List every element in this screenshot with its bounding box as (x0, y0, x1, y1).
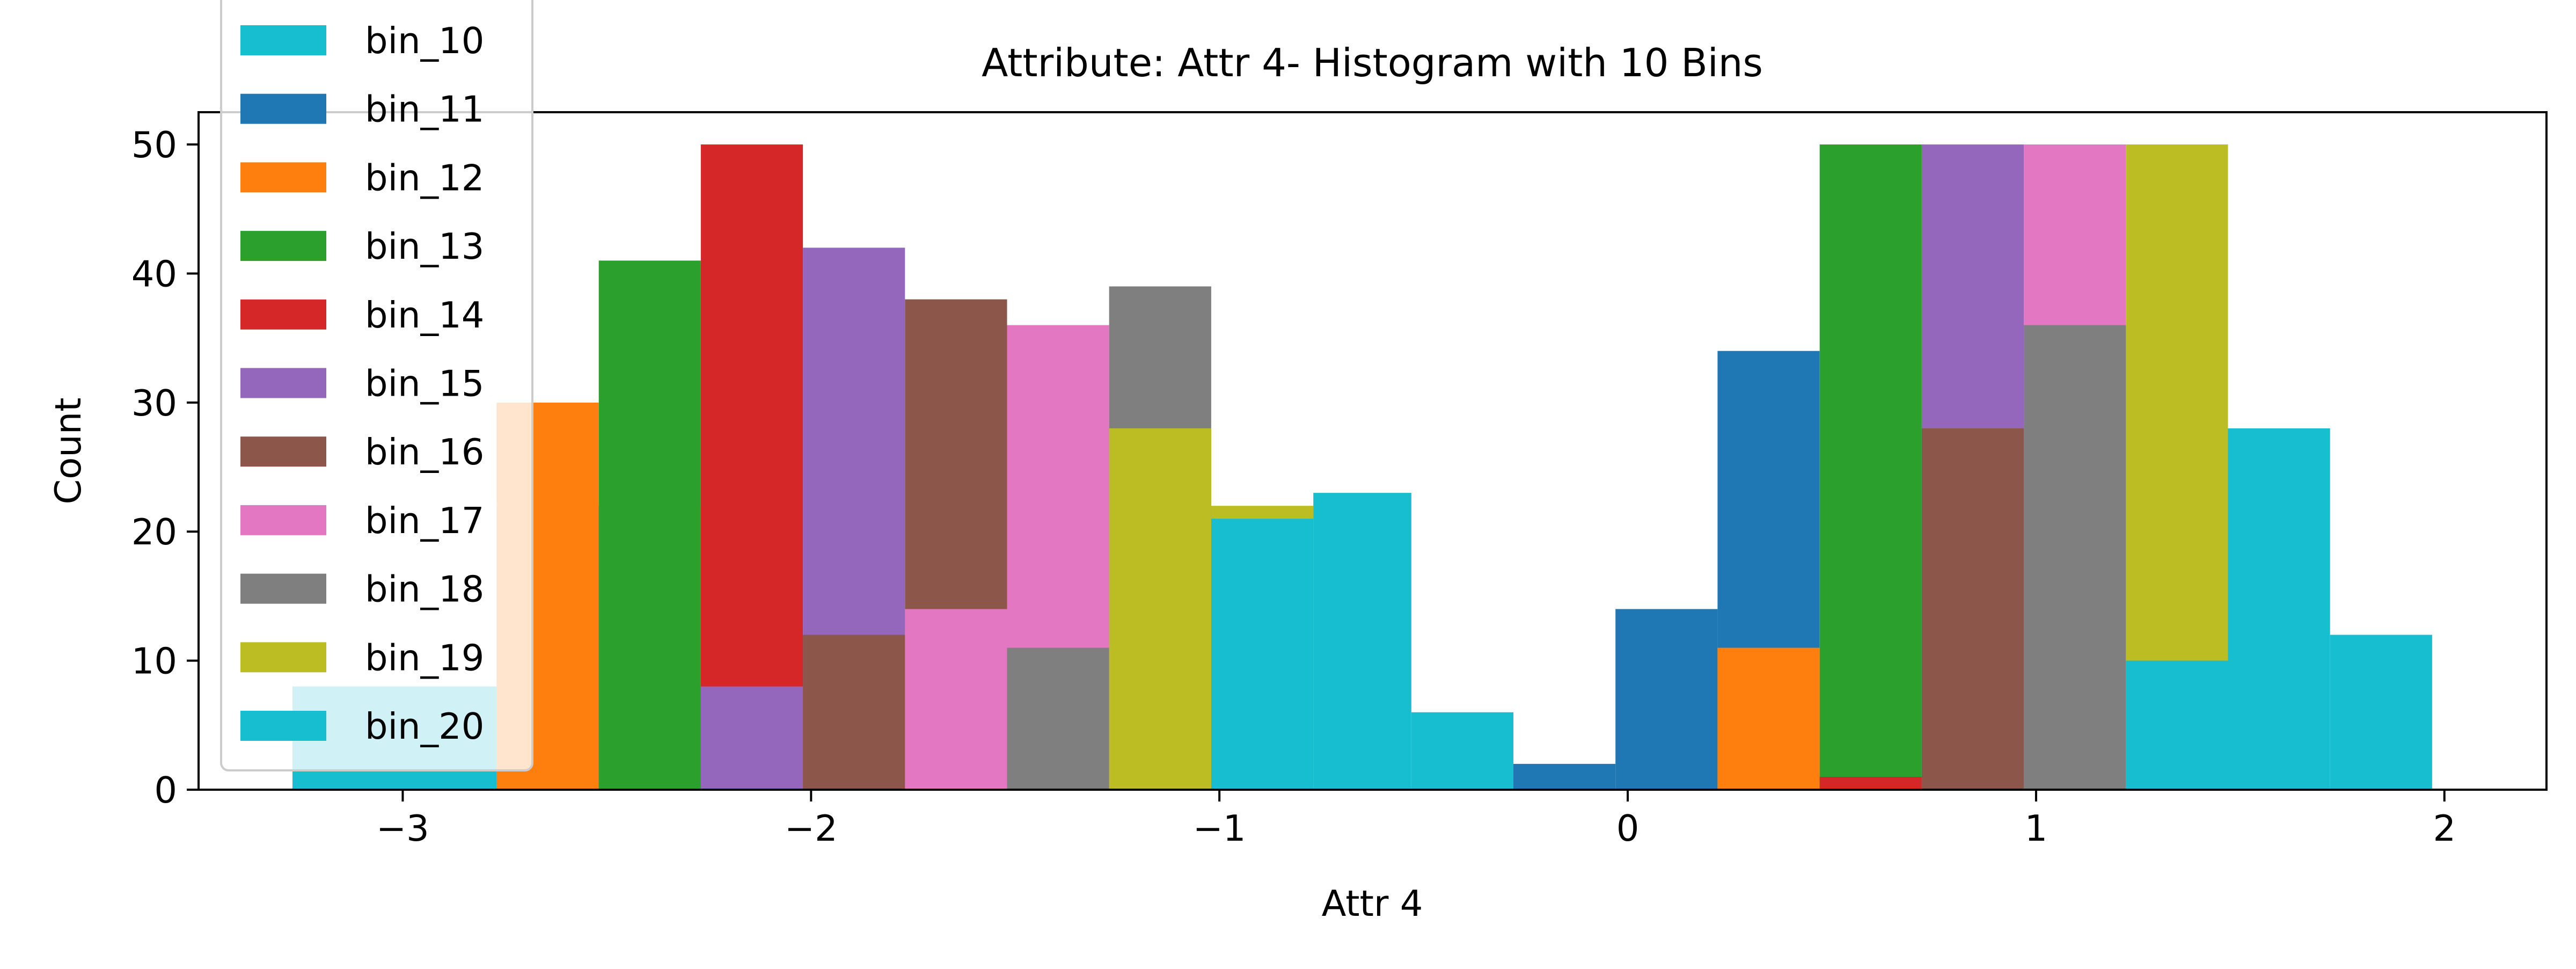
legend-label-bin_19: bin_19 (365, 637, 484, 679)
bar-bin_20-5 (2330, 635, 2432, 790)
y-tick-label: 30 (131, 382, 177, 424)
bar-bin_17-0 (905, 609, 1007, 790)
legend-swatch-bin_12 (240, 162, 326, 193)
bar-bin_16-0 (803, 635, 905, 790)
bar-bin_16-2 (1921, 428, 2024, 790)
x-tick-label: −1 (1193, 807, 1246, 849)
x-tick-label: 0 (1616, 807, 1640, 849)
bar-bin_13-0 (598, 260, 701, 790)
legend-swatch-bin_15 (240, 368, 326, 398)
legend-label-bin_18: bin_18 (365, 569, 484, 610)
bar-bin_14-1 (1819, 777, 1922, 790)
legend-label-bin_15: bin_15 (365, 363, 484, 405)
y-tick-label: 40 (131, 253, 177, 295)
legend-swatch-bin_10 (240, 25, 326, 55)
bar-bin_14-0 (700, 144, 803, 790)
legend-label-bin_13: bin_13 (365, 225, 484, 267)
bar-bin_20-1 (1313, 493, 1411, 790)
bar-bin_19-0 (1109, 428, 1211, 790)
legend-swatch-bin_11 (240, 93, 326, 124)
legend-label-bin_10: bin_10 (365, 20, 484, 62)
legend-swatch-bin_19 (240, 642, 326, 673)
bar-bin_15-0 (700, 686, 803, 790)
y-tick-label: 10 (131, 640, 177, 682)
y-axis-label: Count (47, 398, 89, 505)
y-tick-label: 0 (154, 769, 177, 811)
bar-bin_20-3 (2126, 660, 2228, 790)
legend-swatch-bin_13 (240, 231, 326, 261)
bars-layer (292, 144, 2432, 790)
legend-swatch-bin_18 (240, 573, 326, 604)
x-axis-label: Attr 4 (1322, 883, 1423, 924)
x-tick-label: −2 (785, 807, 838, 849)
legend-label-bin_20: bin_20 (365, 705, 484, 747)
bar-bin_13-1 (1819, 144, 1922, 790)
bar-bin_20-0 (1211, 519, 1314, 790)
y-tick-label: 20 (131, 511, 177, 553)
legend-swatch-bin_14 (240, 299, 326, 330)
legend: bin_10 bin_11 bin_12 bin_13 bin_14 bin_15 bin_… (220, 0, 533, 771)
legend-label-bin_14: bin_14 (365, 294, 484, 336)
bar-bin_11-1 (1615, 609, 1718, 790)
legend-label-bin_16: bin_16 (365, 431, 484, 473)
legend-swatch-bin_20 (240, 711, 326, 741)
legend-label-bin_11: bin_11 (365, 89, 484, 130)
legend-label-bin_17: bin_17 (365, 500, 484, 542)
y-tick-label: 50 (131, 124, 177, 166)
bar-bin_12-1 (1717, 647, 1820, 790)
bar-bin_20-4 (2228, 428, 2330, 790)
chart-title: Attribute: Attr 4- Histogram with 10 Bin… (982, 40, 1763, 85)
legend-swatch-bin_17 (240, 505, 326, 535)
bar-bin_20-2 (1411, 712, 1513, 790)
axes-frame (197, 111, 2548, 791)
bar-bin_11-0 (1513, 763, 1616, 790)
bar-bin_18-0 (1007, 647, 1109, 790)
x-tick-label: −3 (376, 807, 429, 849)
x-tick-label: 2 (2433, 807, 2456, 849)
bar-bin_18-2 (2024, 325, 2126, 790)
legend-swatch-bin_16 (240, 436, 326, 467)
x-tick-label: 1 (2025, 807, 2048, 849)
legend-label-bin_12: bin_12 (365, 157, 484, 199)
